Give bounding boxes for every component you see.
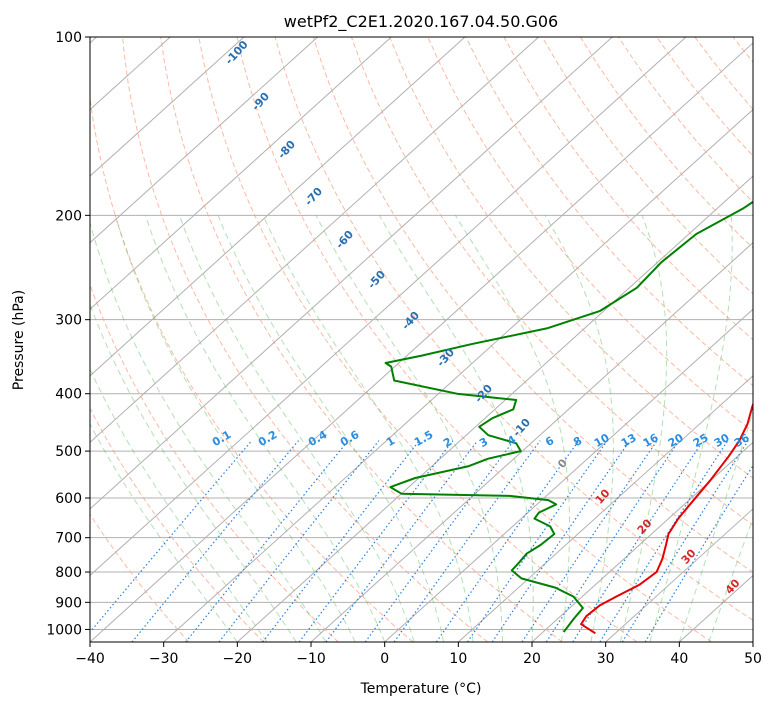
dry-adiabat-line [350, 37, 753, 526]
dry-adiabats [90, 37, 753, 642]
mixing-ratio-line [185, 440, 349, 642]
isotherm-line [90, 37, 318, 244]
x-tick-label: 20 [523, 651, 541, 667]
x-tick-label: 40 [670, 651, 688, 667]
chart-title: wetPf2_C2E1.2020.167.04.50.G06 [284, 12, 558, 32]
isotherm-line [90, 37, 539, 444]
isotherm-line [236, 175, 753, 642]
y-tick-label: 300 [55, 313, 82, 329]
dry-adiabat-line [274, 37, 753, 621]
isotherm-line [90, 42, 753, 642]
isotherm-line [90, 37, 687, 577]
moist-adiabat-line [678, 410, 753, 642]
mixing-ratio-line [521, 440, 658, 642]
mixing-ratio-line [621, 440, 749, 642]
isotherm-line [531, 441, 753, 642]
moist-adiabat-line [114, 215, 356, 642]
moist-adiabat-line [90, 303, 297, 642]
moist-adiabat-line [217, 215, 445, 642]
dry-adiabat-line [389, 37, 753, 479]
moist-adiabat-line [378, 215, 534, 642]
y-axis: 100 200 300 400 500 600 700 800 900 1000 [46, 30, 90, 638]
y-tick-label: 900 [55, 595, 82, 611]
sounding-profiles [384, 200, 753, 635]
isotherm-line [90, 37, 613, 510]
y-tick-label: 100 [55, 30, 82, 46]
moist-adiabat-line [90, 367, 268, 642]
y-axis-label: Pressure (hPa) [11, 290, 27, 390]
y-tick-label: 1000 [46, 622, 82, 638]
mixing-ratio-line [572, 440, 704, 642]
moist-adiabat-line [90, 220, 327, 642]
x-tick-label: −30 [149, 651, 179, 667]
y-tick-label: 200 [55, 208, 82, 224]
dry-adiabat-line [236, 37, 712, 642]
mixing-ratio-line [364, 440, 515, 642]
y-tick-label: 500 [55, 444, 82, 460]
y-tick-label: 600 [55, 491, 82, 507]
dry-adiabat-line [465, 37, 753, 387]
x-tick-label: 10 [449, 651, 467, 667]
skewed-isotherm-grid [90, 37, 753, 642]
moist-adiabat-line [619, 215, 668, 642]
dry-adiabat-line [122, 37, 488, 642]
plot-area [90, 37, 753, 642]
x-tick-label: −10 [296, 651, 326, 667]
x-tick-label: −20 [223, 651, 253, 667]
isotherm-line [90, 37, 392, 310]
x-axis-label: Temperature (°C) [360, 681, 482, 697]
x-tick-label: 50 [744, 651, 762, 667]
dry-adiabat-line [427, 37, 753, 433]
mixing-ratio-line [467, 440, 608, 642]
mixing-ratio-line [131, 440, 299, 642]
plot-frame [89, 36, 754, 643]
dewpoint-profile-line [384, 200, 753, 633]
y-tick-label: 400 [55, 387, 82, 403]
mixing-ratio-lines [90, 440, 753, 642]
moist-adiabat-line [90, 422, 238, 642]
x-axis: −40 −30 −20 −10 0 10 20 30 40 50 [75, 642, 762, 667]
dry-adiabat-line [198, 37, 638, 642]
dry-adiabat-line [90, 94, 414, 642]
mixing-ratio-line [491, 440, 631, 642]
isotherm-line [310, 241, 753, 642]
isobar-grid [90, 37, 753, 630]
moist-adiabat-line [262, 215, 474, 642]
moist-adiabat-line [315, 215, 503, 642]
mixing-ratio-line [644, 464, 753, 642]
isotherm-line [163, 108, 753, 642]
moist-adiabat-line [454, 215, 571, 642]
isotherm-line [605, 508, 753, 642]
mixing-ratio-line [435, 440, 580, 642]
y-tick-label: 800 [55, 565, 82, 581]
x-tick-label: −40 [75, 651, 105, 667]
dry-adiabat-line [160, 37, 563, 642]
isotherm-line [384, 308, 753, 642]
x-tick-label: 0 [380, 651, 389, 667]
isotherm-line [90, 37, 245, 177]
dry-adiabat-line [503, 37, 753, 341]
dry-adiabat-line [90, 407, 264, 642]
moist-adiabat-line [145, 215, 386, 642]
isotherm-line [457, 375, 753, 642]
moist-adiabats [90, 215, 753, 642]
isotherm-line [90, 37, 466, 377]
mixing-ratio-line [545, 440, 680, 642]
mixing-ratio-line [599, 440, 729, 642]
temperature-profile-line [580, 401, 753, 635]
x-tick-label: 30 [597, 651, 615, 667]
mixing-ratio-line [393, 440, 541, 642]
y-tick-label: 700 [55, 531, 82, 547]
